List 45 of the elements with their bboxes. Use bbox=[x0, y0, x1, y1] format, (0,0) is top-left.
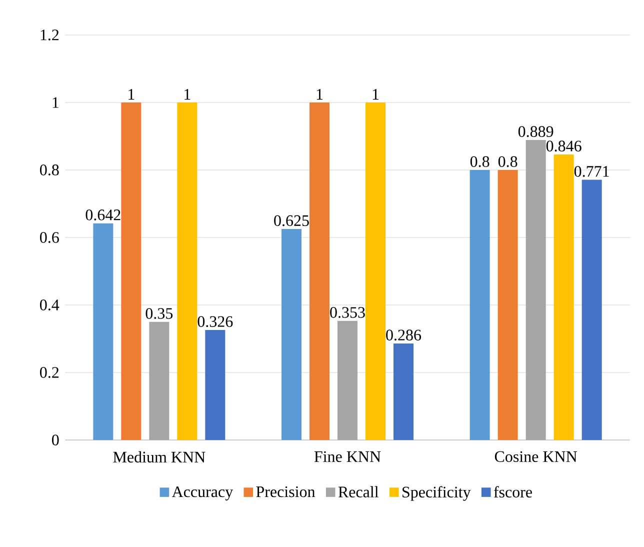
bar bbox=[582, 180, 602, 440]
data-label: 0.35 bbox=[146, 308, 173, 319]
y-tick-label: 0.4 bbox=[40, 300, 60, 310]
legend-label: fscore bbox=[494, 486, 532, 498]
data-label: 0.353 bbox=[330, 307, 365, 318]
bar bbox=[282, 229, 302, 440]
bar bbox=[205, 330, 226, 440]
bar bbox=[337, 320, 358, 440]
y-tick-label: 0.8 bbox=[40, 164, 59, 176]
data-label: 0.846 bbox=[546, 140, 582, 152]
y-tick-label: 0 bbox=[52, 434, 59, 446]
data-label: 1 bbox=[316, 89, 323, 100]
bar bbox=[149, 322, 170, 440]
bar bbox=[365, 102, 386, 440]
bar bbox=[393, 343, 414, 440]
y-tick-label: 1 bbox=[52, 97, 58, 108]
legend-label: Recall bbox=[338, 486, 378, 498]
bar bbox=[498, 170, 518, 440]
data-label: 0.8 bbox=[470, 156, 490, 168]
x-tick-label: Cosine KNN bbox=[494, 451, 578, 462]
y-tick-label: 0.2 bbox=[40, 367, 59, 378]
bar bbox=[309, 102, 330, 440]
data-label: 1 bbox=[184, 89, 190, 100]
data-label: 0.326 bbox=[198, 316, 233, 328]
bar bbox=[93, 223, 114, 440]
x-tick-label: Medium KNN bbox=[113, 451, 206, 463]
legend-label: Accuracy bbox=[172, 486, 234, 500]
bar bbox=[526, 140, 546, 440]
data-label: 0.771 bbox=[574, 166, 609, 177]
data-label: 1 bbox=[372, 89, 379, 100]
bar bbox=[470, 170, 490, 440]
bar bbox=[177, 102, 198, 440]
data-label: 0.8 bbox=[498, 156, 518, 168]
bar bbox=[554, 154, 574, 440]
legend-label: Specificity bbox=[402, 486, 471, 501]
bar bbox=[121, 102, 142, 440]
y-tick-label: 0.6 bbox=[40, 232, 59, 243]
y-tick-label: 1.2 bbox=[40, 30, 59, 40]
data-label: 0.642 bbox=[86, 210, 120, 220]
legend-label: Precision bbox=[256, 486, 316, 498]
data-label: 0.286 bbox=[386, 330, 422, 341]
data-label: 0.889 bbox=[518, 126, 554, 138]
x-tick-label: Fine KNN bbox=[314, 451, 381, 462]
data-label: 0.625 bbox=[274, 215, 309, 226]
data-label: 1 bbox=[128, 89, 134, 100]
